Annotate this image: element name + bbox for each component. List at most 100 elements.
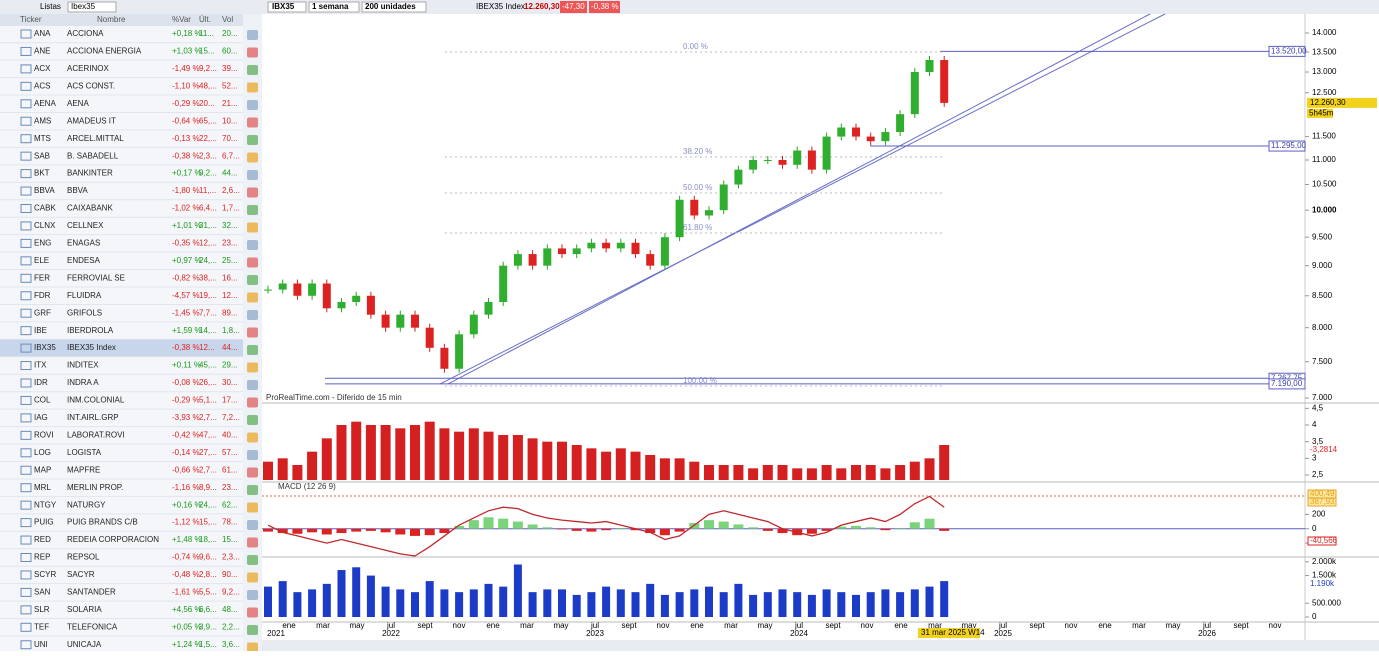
cell[interactable]: IBERDROLA — [67, 326, 114, 335]
tool-icon[interactable] — [247, 450, 258, 460]
symbol[interactable]: IBX35 — [272, 2, 295, 11]
cell[interactable]: ACCIONA — [67, 29, 104, 38]
cell[interactable]: BBVA — [34, 186, 55, 195]
cell[interactable]: SCYR — [34, 570, 56, 579]
tool-icon[interactable] — [247, 205, 258, 215]
tool-icon[interactable] — [247, 502, 258, 513]
tool-icon[interactable] — [247, 65, 258, 75]
tool-icon[interactable] — [247, 170, 258, 180]
tool-icon[interactable] — [247, 292, 258, 303]
cell[interactable]: ENAGAS — [67, 239, 100, 248]
cell[interactable]: INDRA A — [67, 378, 99, 387]
cell[interactable]: AENA — [34, 99, 56, 108]
tool-icon[interactable] — [247, 467, 258, 478]
cell[interactable]: ACCIONA ENERGIA — [67, 47, 142, 56]
tool-icon[interactable] — [247, 117, 258, 128]
cell[interactable]: IAG — [34, 413, 48, 422]
cell[interactable]: BKT — [34, 169, 50, 178]
tool-icon[interactable] — [247, 327, 258, 338]
column-header[interactable]: Vol — [222, 15, 233, 24]
cell[interactable]: B. SABADELL — [67, 151, 119, 160]
cell[interactable]: ELE — [34, 256, 49, 265]
cell[interactable]: UNICAJA — [67, 640, 102, 649]
tool-icon[interactable] — [247, 397, 258, 408]
tool-icon[interactable] — [247, 555, 258, 565]
tool-icon[interactable] — [247, 520, 258, 530]
cell[interactable]: MAPFRE — [67, 465, 100, 474]
cell[interactable]: BBVA — [67, 186, 88, 195]
period-select[interactable] — [308, 1, 360, 13]
cell[interactable]: NATURGY — [67, 500, 106, 509]
tool-icon[interactable] — [247, 607, 258, 618]
cell[interactable]: FLUIDRA — [67, 291, 102, 300]
cell[interactable]: REP — [34, 553, 50, 562]
cell[interactable]: REPSOL — [67, 553, 100, 562]
cell[interactable]: IBE — [34, 326, 47, 335]
tool-icon[interactable] — [247, 415, 258, 425]
cell[interactable]: LOG — [34, 448, 51, 457]
cell[interactable]: AENA — [67, 99, 89, 108]
cell[interactable]: ENG — [34, 239, 51, 248]
cell[interactable]: CAIXABANK — [67, 204, 113, 213]
tab[interactable]: Listas — [40, 2, 61, 11]
cell[interactable]: GRIFOLS — [67, 308, 102, 317]
cell[interactable]: ANA — [34, 29, 51, 38]
cell[interactable]: IBX35 — [34, 343, 56, 352]
column-header[interactable]: Ticker — [20, 15, 42, 24]
cell[interactable]: BANKINTER — [67, 169, 113, 178]
tool-icon[interactable] — [247, 380, 258, 390]
cell[interactable]: AMADEUS IT — [67, 116, 116, 125]
cell[interactable]: REDEIA CORPORACION — [67, 535, 159, 544]
tool-icon[interactable] — [247, 240, 258, 250]
tool-icon[interactable] — [247, 362, 258, 373]
list-select[interactable] — [67, 1, 117, 13]
units-select[interactable] — [361, 1, 427, 13]
list-name[interactable]: Ibex35 — [71, 2, 96, 11]
tool-icon[interactable] — [247, 485, 258, 495]
cell[interactable]: FER — [34, 273, 50, 282]
symbol-select[interactable] — [267, 1, 307, 13]
tool-icon[interactable] — [247, 537, 258, 548]
cell[interactable]: ITX — [34, 361, 47, 370]
tool-icon[interactable] — [247, 100, 258, 110]
cell[interactable]: SAN — [34, 588, 51, 597]
cell[interactable]: ANE — [34, 47, 50, 56]
tool-icon[interactable] — [247, 187, 258, 198]
tool-icon[interactable] — [247, 590, 258, 600]
units[interactable]: 200 unidades — [365, 2, 416, 11]
cell[interactable]: SOLARIA — [67, 605, 102, 614]
tool-icon[interactable] — [247, 642, 258, 653]
cell[interactable]: SAB — [34, 151, 50, 160]
cell[interactable]: CLNX — [34, 221, 56, 230]
cell[interactable]: SACYR — [67, 570, 95, 579]
cell[interactable]: AMS — [34, 116, 51, 125]
cell[interactable]: ACX — [34, 64, 51, 73]
tool-icon[interactable] — [247, 625, 258, 635]
tool-icon[interactable] — [247, 30, 258, 40]
cell[interactable]: INDITEX — [67, 361, 99, 370]
cell[interactable]: ARCEL.MITTAL — [67, 134, 124, 143]
cell[interactable]: CABK — [34, 204, 56, 213]
column-header[interactable]: Últ. — [199, 15, 211, 24]
tool-icon[interactable] — [247, 572, 258, 583]
column-header[interactable]: %Var — [172, 15, 191, 24]
tool-icon[interactable] — [247, 275, 258, 285]
cell[interactable]: MRL — [34, 483, 51, 492]
cell[interactable]: ACS CONST. — [67, 81, 115, 90]
cell[interactable]: ACERINOX — [67, 64, 109, 73]
cell[interactable]: TEF — [34, 622, 49, 631]
cell[interactable]: FERROVIAL SE — [67, 273, 125, 282]
tool-icon[interactable] — [247, 345, 258, 355]
cell[interactable]: RED — [34, 535, 51, 544]
cell[interactable]: SANTANDER — [67, 588, 116, 597]
cell[interactable]: IDR — [34, 378, 48, 387]
cell[interactable]: MAP — [34, 465, 51, 474]
tool-icon[interactable] — [247, 257, 258, 268]
tool-icon[interactable] — [247, 47, 258, 58]
cell[interactable]: FDR — [34, 291, 51, 300]
tool-icon[interactable] — [247, 152, 258, 163]
cell[interactable]: COL — [34, 396, 51, 405]
tool-icon[interactable] — [247, 82, 258, 93]
period[interactable]: 1 semana — [312, 2, 349, 11]
tool-icon[interactable] — [247, 432, 258, 443]
